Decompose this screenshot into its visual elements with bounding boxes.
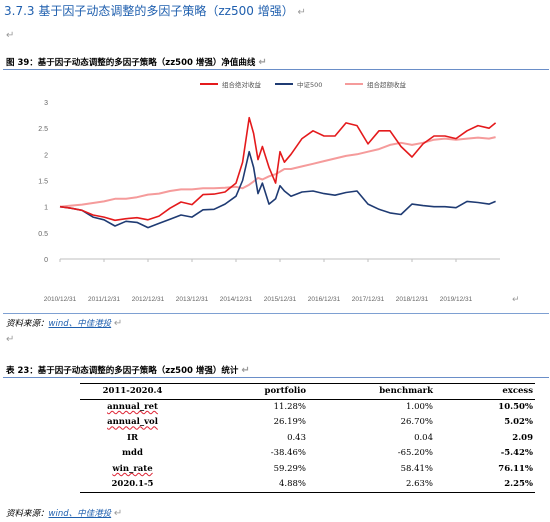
- paragraph-mark: ↵: [241, 365, 250, 376]
- cell-portfolio: 26.19%: [273, 417, 306, 428]
- y-tick-label: 3: [44, 100, 48, 107]
- cell-benchmark: 2.63%: [308, 476, 435, 493]
- table-caption-text: 表 23：基于因子动态调整的多因子策略（zz500 增强）统计: [6, 366, 239, 376]
- y-tick-label: 2.5: [38, 126, 48, 133]
- table-source-text: wind、中佳港投: [48, 509, 112, 519]
- legend-label: 组合绝对收益: [222, 80, 262, 89]
- row-label: annual_vol: [107, 417, 158, 428]
- y-tick-label: 2: [44, 152, 48, 159]
- table-row: win_rate 59.29% 58.41% 76.11%: [80, 461, 535, 477]
- figure-caption: 图 39：基于因子动态调整的多因子策略（zz500 增强）净值曲线 ↵: [6, 56, 267, 68]
- figure-source: 资料来源：wind、中佳港投 ↵: [6, 317, 122, 329]
- cell-excess: -5.42%: [500, 448, 533, 459]
- figure-caption-rule: [3, 69, 549, 70]
- table-caption-rule: [3, 377, 549, 378]
- y-tick-label: 0.5: [38, 231, 48, 238]
- table-source-prefix: 资料来源：: [6, 509, 49, 519]
- paragraph-mark: ↵: [297, 7, 306, 18]
- paragraph-mark: ↵: [113, 508, 123, 519]
- x-tick-label: 2016/12/31: [308, 296, 341, 303]
- cell-excess: 2.25%: [435, 476, 535, 493]
- table-row: mdd -38.46% -65.20% -5.42%: [80, 446, 535, 462]
- table-row: annual_vol 26.19% 26.70% 5.02%: [80, 415, 535, 431]
- cell-excess: 10.50%: [498, 402, 533, 412]
- row-label: IR: [126, 432, 139, 443]
- header-period: 2011-2020.4: [80, 383, 185, 400]
- stats-table: 2011-2020.4 portfolio benchmark excess a…: [80, 383, 535, 493]
- cell-portfolio: -38.46%: [270, 448, 306, 459]
- cell-portfolio: 0.43: [287, 432, 306, 443]
- figure-source-text: wind、中佳港投: [48, 319, 112, 329]
- table-row: annual_ret 11.28% 1.00% 10.50%: [80, 399, 535, 415]
- section-number: 3.7.3: [4, 4, 35, 18]
- x-tick-label: 2012/12/31: [132, 296, 165, 303]
- legend-label: 组合超额收益: [367, 80, 407, 89]
- paragraph-mark: ↵: [113, 318, 123, 329]
- x-tick-label: 2014/12/31: [220, 296, 253, 303]
- table-source: 资料来源：wind、中佳港投 ↵: [6, 507, 122, 519]
- x-tick-label: 2010/12/31: [44, 296, 77, 303]
- cell-excess: 5.02%: [504, 417, 533, 428]
- cell-benchmark: 58.41%: [400, 463, 433, 474]
- cell-benchmark: -65.20%: [397, 448, 433, 459]
- legend-label: 中证500: [297, 80, 322, 89]
- cell-benchmark: 1.00%: [405, 402, 433, 412]
- cell-benchmark: 26.70%: [400, 417, 433, 428]
- row-label: annual_ret: [107, 402, 158, 412]
- section-title: 3.7.3 基于因子动态调整的多因子策略（zz500 增强） ↵: [4, 2, 306, 19]
- figure-caption-text: 图 39：基于因子动态调整的多因子策略（zz500 增强）净值曲线: [6, 58, 256, 68]
- y-tick-label: 1.5: [38, 179, 48, 186]
- section-heading: 基于因子动态调整的多因子策略（zz500 增强）: [38, 4, 294, 18]
- paragraph-mark: ↵: [6, 30, 15, 41]
- header-excess: excess: [435, 383, 535, 400]
- table-caption: 表 23：基于因子动态调整的多因子策略（zz500 增强）统计 ↵: [6, 364, 250, 376]
- paragraph-mark: ↵: [6, 334, 15, 345]
- series-line-1: [59, 116, 497, 222]
- x-tick-label: 2019/12/31: [440, 296, 473, 303]
- figure-source-rule: [3, 313, 549, 314]
- y-tick-label: 0: [44, 257, 48, 264]
- table-row: IR 0.43 0.04 2.09: [80, 430, 535, 446]
- cell-portfolio: 11.28%: [273, 402, 306, 412]
- series-line-2: [59, 150, 496, 229]
- cell-excess: 76.11%: [498, 463, 533, 474]
- nav-line-chart: 0 0.5 1 1.5 2 2.5 3 2010/12/31 2011/12/31 2012/12…: [38, 80, 520, 305]
- table-header-row: 2011-2020.4 portfolio benchmark excess: [80, 383, 535, 400]
- cell-excess: 2.09: [512, 432, 533, 443]
- cell-portfolio: 4.88%: [185, 476, 308, 493]
- x-tick-label: 2017/12/31: [352, 296, 385, 303]
- table-row: 2020.1-5 4.88% 2.63% 2.25%: [80, 476, 535, 493]
- header-portfolio: portfolio: [185, 383, 308, 400]
- row-label: win_rate: [112, 463, 153, 474]
- row-label: mdd: [122, 448, 143, 459]
- x-tick-label: 2011/12/31: [88, 296, 120, 303]
- header-benchmark: benchmark: [308, 383, 435, 400]
- paragraph-mark: ↵: [258, 57, 267, 68]
- cell-portfolio: 59.29%: [273, 463, 306, 474]
- cell-benchmark: 0.04: [414, 432, 433, 443]
- x-tick-label: 2018/12/31: [396, 296, 429, 303]
- x-tick-label: 2013/12/31: [176, 296, 209, 303]
- y-tick-label: 1: [44, 205, 48, 212]
- paragraph-mark: ↵: [512, 295, 520, 305]
- x-tick-label: 2015/12/31: [264, 296, 297, 303]
- figure-source-prefix: 资料来源：: [6, 319, 49, 329]
- row-label: 2020.1-5: [111, 479, 154, 489]
